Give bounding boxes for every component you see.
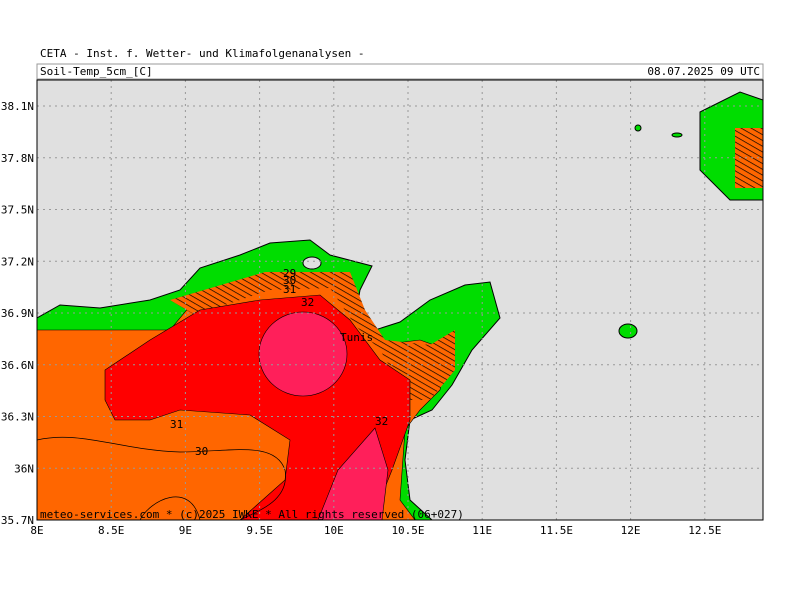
header-bar: [36, 63, 764, 80]
lon-label: 11.5E: [540, 524, 573, 537]
plot-frame: [36, 79, 764, 521]
map-area: 29 30 31 32 31 30 32 Tunis meteo-service…: [37, 80, 763, 521]
variable-name: Soil-Temp_5cm_[C]: [40, 65, 153, 78]
lon-label: 12E: [621, 524, 641, 537]
contour-label: 31: [283, 283, 296, 296]
contour-label: 29: [283, 267, 296, 280]
island: [671, 132, 683, 138]
contour-label: 32: [301, 296, 314, 309]
lake: [302, 256, 322, 270]
lat-label: 36N: [14, 462, 34, 475]
place-label: Tunis: [340, 331, 373, 344]
contour-label: 30: [283, 274, 296, 287]
lat-label: 38.1N: [1, 100, 34, 113]
temp-32-north: [258, 311, 348, 397]
temp-32-south: [317, 427, 389, 520]
lat-label: 36.9N: [1, 307, 34, 320]
contour-label: 30: [195, 445, 208, 458]
lat-label: 36.6N: [1, 359, 34, 372]
footer: meteo-services.com * (c)2025 IWKE * All …: [40, 508, 464, 521]
gradient-hatch: [170, 272, 455, 400]
lon-label: 9.5E: [246, 524, 273, 537]
lon-label: 10.5E: [391, 524, 424, 537]
lat-label: 36.3N: [1, 411, 34, 424]
lon-label: 11E: [472, 524, 492, 537]
lat-label: 35.7N: [1, 514, 34, 527]
lon-label: 9E: [179, 524, 192, 537]
contour-label: 32: [375, 415, 388, 428]
lon-label: 8.5E: [98, 524, 125, 537]
header-title: CETA - Inst. f. Wetter- und Klimafolgena…: [40, 47, 365, 60]
graticule: [37, 80, 763, 520]
contour-30: [37, 436, 286, 520]
valid-time: 08.07.2025 09 UTC: [647, 65, 760, 78]
lat-label: 37.2N: [1, 255, 34, 268]
lat-label: 37.8N: [1, 152, 34, 165]
axis-labels: 8E 8.5E 9E 9.5E 10E 10.5E 11E 11.5E 12E 12.5E 38.1…: [1, 100, 721, 537]
lon-label: 12.5E: [688, 524, 721, 537]
island: [634, 124, 642, 132]
lat-label: 37.5N: [1, 204, 34, 217]
contour-label: 31: [170, 418, 183, 431]
island: [618, 323, 638, 339]
lon-label: 8E: [30, 524, 43, 537]
lon-label: 10E: [324, 524, 344, 537]
